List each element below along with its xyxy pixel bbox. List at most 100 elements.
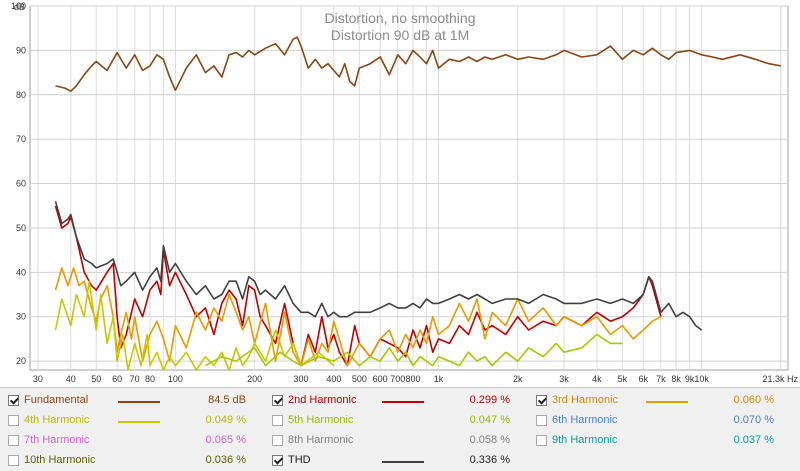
legend-item-10th-harmonic[interactable]: 10th Harmonic 0.036 %: [8, 451, 270, 471]
checkbox-fundamental[interactable]: [8, 395, 19, 406]
x-tick-label: 7k: [656, 374, 666, 384]
legend-item-3rd-harmonic[interactable]: 3rd Harmonic 0.060 %: [536, 391, 798, 411]
legend-row: 4th Harmonic 0.049 % 5th Harmonic 0.047 % 6t…: [0, 411, 800, 431]
legend-item-8th-harmonic[interactable]: 8th Harmonic 0.058 %: [272, 431, 534, 451]
checkbox-3rd-harmonic[interactable]: [536, 395, 547, 406]
checkbox-5th-harmonic[interactable]: [272, 415, 283, 426]
y-tick-label: 20: [16, 356, 26, 366]
x-tick-label: 4k: [592, 374, 602, 384]
series-line-3rd-harmonic: [54, 267, 662, 367]
series-line-5th-harmonic: [205, 333, 623, 367]
legend-label: 4th Harmonic: [24, 414, 90, 426]
legend-value: 0.037 %: [733, 434, 774, 446]
checkbox-10th-harmonic[interactable]: [8, 455, 19, 466]
series-layer: [54, 36, 781, 371]
checkbox-9th-harmonic[interactable]: [536, 435, 547, 446]
legend-row: 10th Harmonic 0.036 % THD 0.336 %: [0, 451, 800, 471]
x-tick-label: 21.3k Hz: [762, 374, 798, 384]
legend-label: 2nd Harmonic: [288, 394, 357, 406]
legend-value: 0.070 %: [733, 414, 774, 426]
checkbox-4th-harmonic[interactable]: [8, 415, 19, 426]
legend-swatch: [118, 421, 160, 423]
legend-item-thd[interactable]: THD 0.336 %: [272, 451, 534, 471]
checkbox-7th-harmonic[interactable]: [8, 435, 19, 446]
series-line-2nd-harmonic: [54, 205, 662, 367]
plot-area: [29, 5, 789, 371]
legend-item-2nd-harmonic[interactable]: 2nd Harmonic 0.299 %: [272, 391, 534, 411]
x-tick-label: 300: [293, 374, 308, 384]
x-tick-label: 500: [352, 374, 367, 384]
legend-item-7th-harmonic[interactable]: 7th Harmonic 0.065 %: [8, 431, 270, 451]
legend-value: 0.036 %: [205, 454, 246, 466]
x-tick-label: 100: [168, 374, 183, 384]
x-tick-label: 8k: [671, 374, 681, 384]
legend-row: 7th Harmonic 0.065 % 8th Harmonic 0.058 % 9t…: [0, 431, 800, 451]
distortion-chart-panel: 100 90 80 70 60 50 40 30 20 30 40 50 60 70 80 100 200 300…: [0, 0, 800, 387]
x-tick-label: 5k: [618, 374, 628, 384]
legend-label: 3rd Harmonic: [552, 394, 619, 406]
checkbox-2nd-harmonic[interactable]: [272, 395, 283, 406]
chart-title: Distortion, no smoothing: [325, 10, 476, 26]
legend-item-9th-harmonic[interactable]: 9th Harmonic 0.037 %: [536, 431, 798, 451]
x-tick-label: 6k: [638, 374, 648, 384]
y-tick-label: 50: [16, 223, 26, 233]
legend-value: 0.060 %: [733, 394, 774, 406]
tick-labels: 100 90 80 70 60 50 40 30 20 30 40 50 60 70 80 100 200 300…: [11, 1, 799, 384]
y-tick-label: 60: [16, 179, 26, 189]
y-tick-label: 80: [16, 90, 26, 100]
legend-label: 5th Harmonic: [288, 414, 354, 426]
legend-item-6th-harmonic[interactable]: 6th Harmonic 0.070 %: [536, 411, 798, 431]
y-tick-label: 90: [16, 45, 26, 55]
series-line-fundamental: [55, 36, 781, 92]
legend-value: 0.065 %: [205, 434, 246, 446]
x-tick-label: 50: [91, 374, 101, 384]
x-tick-label: 10k: [694, 374, 709, 384]
legend-item-5th-harmonic[interactable]: 5th Harmonic 0.047 %: [272, 411, 534, 431]
distortion-chart[interactable]: 100 90 80 70 60 50 40 30 20 30 40 50 60 70 80 100 200 300…: [0, 0, 800, 387]
x-tick-label: 40: [66, 374, 76, 384]
x-tick-label: 200: [247, 374, 262, 384]
grid: [29, 5, 789, 371]
legend-label: 10th Harmonic: [24, 454, 96, 466]
x-tick-label: 60: [112, 374, 122, 384]
legend-label: 7th Harmonic: [24, 434, 90, 446]
checkbox-6th-harmonic[interactable]: [536, 415, 547, 426]
legend-value: 0.336 %: [469, 454, 510, 466]
legend-value: 0.049 %: [205, 414, 246, 426]
legend-swatch: [118, 401, 160, 403]
checkbox-thd[interactable]: [272, 455, 283, 466]
legend-swatch: [382, 401, 424, 403]
x-tick-label: 70: [130, 374, 140, 384]
legend-panel: Fundamental 84.5 dB 2nd Harmonic 0.299 % 3rd…: [0, 387, 800, 471]
series-line-thd: [54, 201, 703, 331]
x-tick-label: 1k: [434, 374, 444, 384]
x-tick-label: 3k: [559, 374, 569, 384]
legend-label: 9th Harmonic: [552, 434, 618, 446]
x-tick-label: 400: [326, 374, 341, 384]
legend-label: 8th Harmonic: [288, 434, 354, 446]
x-tick-label: 80: [145, 374, 155, 384]
legend-swatch: [646, 401, 688, 403]
chart-subtitle: Distortion 90 dB at 1M: [331, 27, 470, 43]
x-tick-label: 9k: [685, 374, 695, 384]
y-axis-label: dB: [14, 2, 25, 12]
x-tick-label: 30: [33, 374, 43, 384]
legend-label: Fundamental: [24, 394, 89, 406]
legend-value: 0.058 %: [469, 434, 510, 446]
checkbox-8th-harmonic[interactable]: [272, 435, 283, 446]
x-tick-label: 700: [390, 374, 405, 384]
legend-row: Fundamental 84.5 dB 2nd Harmonic 0.299 % 3rd…: [0, 391, 800, 411]
series-line-4th-harmonic: [54, 280, 335, 371]
y-tick-label: 70: [16, 134, 26, 144]
legend-value: 84.5 dB: [208, 394, 246, 406]
legend-label: 6th Harmonic: [552, 414, 618, 426]
legend-label: THD: [288, 454, 311, 466]
x-tick-label: 800: [406, 374, 421, 384]
y-tick-label: 30: [16, 312, 26, 322]
y-tick-label: 40: [16, 267, 26, 277]
legend-value: 0.299 %: [469, 394, 510, 406]
x-tick-label: 2k: [513, 374, 523, 384]
legend-item-fundamental[interactable]: Fundamental 84.5 dB: [8, 391, 270, 411]
legend-item-4th-harmonic[interactable]: 4th Harmonic 0.049 %: [8, 411, 270, 431]
y-tick-label: 100: [11, 1, 26, 11]
